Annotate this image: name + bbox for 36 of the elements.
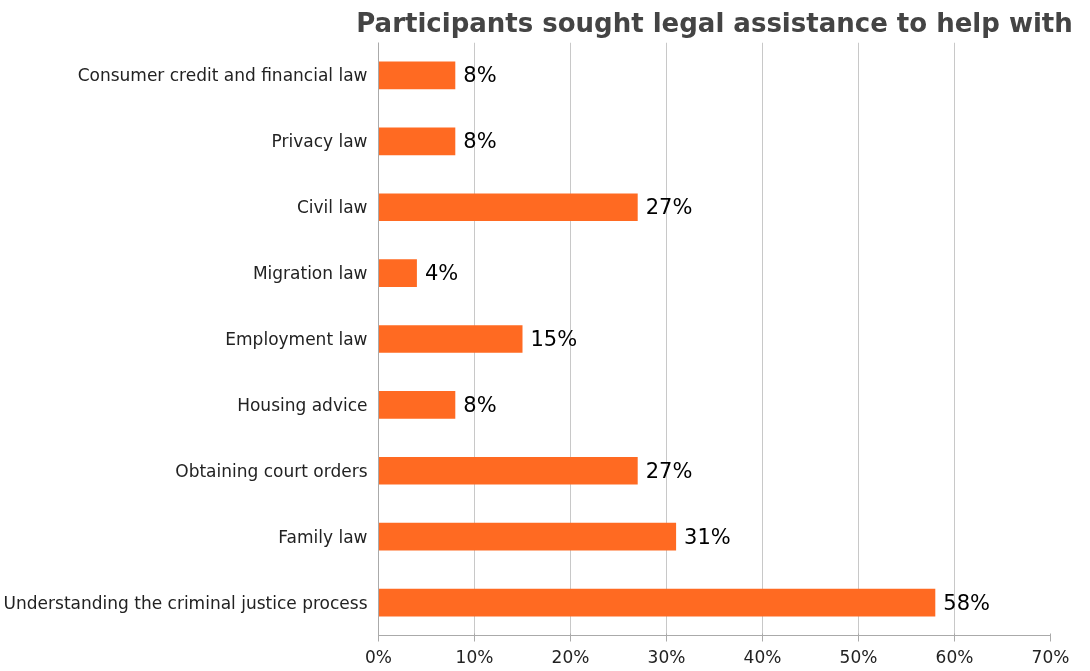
bar: [378, 259, 417, 287]
bar: [378, 456, 638, 485]
data-label: 4%: [424, 261, 459, 286]
bar: [378, 127, 456, 156]
data-label: 31%: [684, 524, 731, 549]
y-tick-label: Housing advice: [237, 394, 368, 415]
x-tick-label: 0%: [365, 646, 392, 667]
x-tick-label: 30%: [647, 646, 686, 667]
data-label: 8%: [463, 129, 497, 154]
x-tick-label: 50%: [839, 646, 878, 667]
data-label: 58%: [943, 590, 990, 615]
y-tick-label: Privacy law: [271, 131, 368, 152]
bar: [378, 61, 456, 90]
x-tick-label: 40%: [743, 646, 782, 667]
y-tick-label: Family law: [278, 526, 368, 547]
y-tick-label: Consumer credit and financial law: [77, 65, 368, 86]
bar: [378, 193, 638, 222]
bar: [378, 325, 523, 353]
data-label: 8%: [463, 392, 497, 417]
y-tick-label: Migration law: [252, 263, 368, 284]
x-tick-label: 60%: [935, 646, 974, 667]
bar: [378, 588, 936, 617]
y-tick-label: Obtaining court orders: [175, 460, 368, 481]
bar: [378, 522, 677, 551]
data-label: 8%: [463, 63, 497, 88]
x-tick-label: 10%: [455, 646, 494, 667]
data-label: 27%: [645, 458, 693, 483]
y-tick-label: Employment law: [225, 329, 368, 349]
y-tick-label: Civil law: [296, 197, 368, 218]
data-label: 27%: [645, 195, 693, 220]
x-tick-label: 70%: [1031, 646, 1070, 667]
x-tick-label: 20%: [551, 646, 590, 667]
bar: [378, 391, 456, 419]
chart-title: Participants sought legal assistance to help with: [356, 7, 1073, 38]
y-tick-label: Understanding the criminal justice process: [3, 592, 368, 613]
data-label: 15%: [530, 327, 578, 351]
